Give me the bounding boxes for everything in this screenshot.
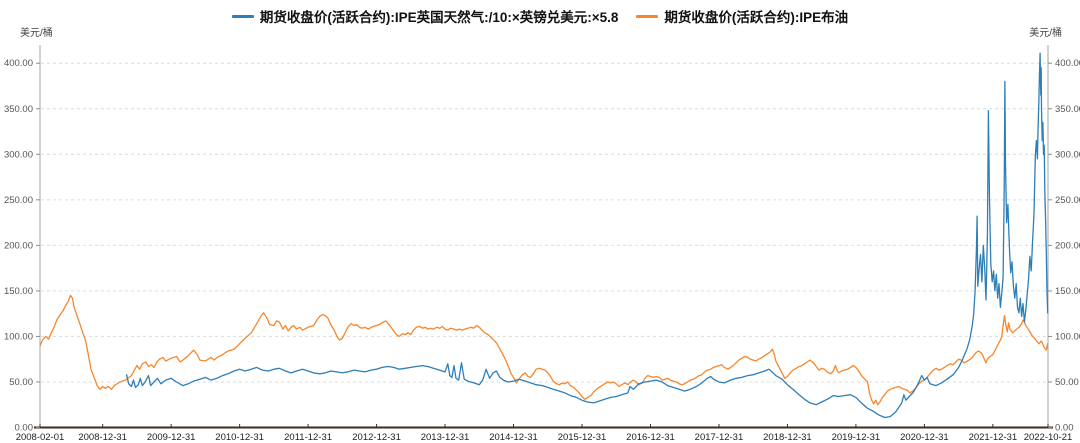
right-y-tick-label: 300.00 — [1055, 149, 1080, 160]
x-tick-label: 2012-12-31 — [352, 432, 401, 443]
left-y-tick-label: 250.00 — [4, 195, 33, 206]
left-y-tick-label: 150.00 — [4, 286, 33, 297]
x-tick-label: 2014-12-31 — [489, 432, 538, 443]
x-tick-label: 2008-12-31 — [78, 432, 127, 443]
x-tick-label: 2011-12-31 — [284, 432, 332, 443]
x-tick-label: 2020-12-31 — [900, 432, 949, 443]
left-y-tick-label: 0.00 — [15, 423, 34, 434]
x-tick-label: 2019-12-31 — [832, 432, 881, 443]
chart-legend: 期货收盘价(活跃合约):IPE英国天然气:/10:×英镑兑美元:×5.8 期货收… — [0, 6, 1080, 26]
legend-item-uk-natural-gas: 期货收盘价(活跃合约):IPE英国天然气:/10:×英镑兑美元:×5.8 — [231, 6, 619, 26]
series-line-uk-natural-gas — [125, 52, 1049, 419]
left-y-tick-label: 400.00 — [4, 58, 33, 69]
x-tick-label: 2010-12-31 — [215, 432, 264, 443]
legend-line-swatch-brent-crude — [636, 14, 659, 18]
x-tick-label: 2008-02-01 — [16, 432, 65, 443]
x-tick-label: 2015-12-31 — [558, 432, 607, 443]
right-y-tick-label: 150.00 — [1055, 286, 1080, 297]
legend-line-swatch-uk-natural-gas — [231, 14, 254, 18]
x-tick-label: 2009-12-31 — [147, 432, 196, 443]
x-tick-label: 2016-12-31 — [626, 432, 675, 443]
right-y-tick-label: 200.00 — [1055, 240, 1080, 251]
x-tick-label: 2013-12-31 — [421, 432, 470, 443]
left-axis-unit-label: 美元/桶 — [20, 28, 53, 39]
left-y-tick-label: 50.00 — [9, 377, 33, 388]
left-y-tick-label: 350.00 — [4, 104, 33, 115]
right-y-tick-label: 400.00 — [1055, 58, 1080, 69]
right-y-tick-label: 100.00 — [1055, 331, 1080, 342]
left-y-tick-label: 100.00 — [4, 331, 33, 342]
x-tick-label: 2022-10-21 — [1024, 432, 1073, 443]
right-y-tick-label: 0.00 — [1055, 423, 1074, 434]
legend-item-brent-crude: 期货收盘价(活跃合约):IPE布油 — [636, 6, 848, 26]
x-tick-label: 2018-12-31 — [763, 432, 812, 443]
legend-label-brent-crude: 期货收盘价(活跃合约):IPE布油 — [664, 10, 849, 25]
series-line-brent-crude — [39, 294, 1049, 406]
x-tick-label: 2021-12-31 — [969, 432, 1018, 443]
right-axis-unit-label: 美元/桶 — [1029, 28, 1062, 39]
right-y-tick-label: 50.00 — [1055, 377, 1079, 388]
x-tick-label: 2017-12-31 — [695, 432, 744, 443]
right-y-tick-label: 350.00 — [1055, 104, 1080, 115]
right-y-tick-label: 250.00 — [1055, 195, 1080, 206]
left-y-tick-label: 300.00 — [4, 149, 33, 160]
left-y-tick-label: 200.00 — [4, 240, 33, 251]
legend-label-uk-natural-gas: 期货收盘价(活跃合约):IPE英国天然气:/10:×英镑兑美元:×5.8 — [259, 10, 619, 25]
